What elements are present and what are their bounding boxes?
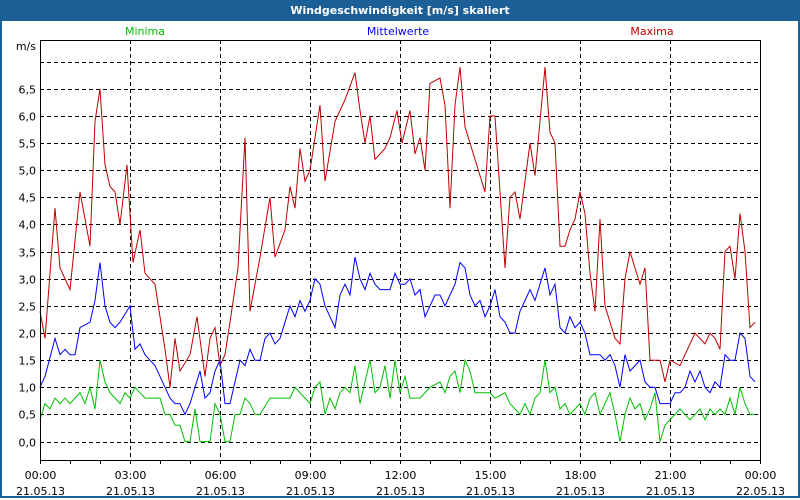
y-tick-label: 0,0 <box>19 437 37 450</box>
y-tick-label: 3,5 <box>19 247 37 260</box>
x-tick-time: 00:00 <box>25 469 57 482</box>
x-tick-date: 21.05.13 <box>466 485 515 498</box>
plot-frame <box>40 40 761 461</box>
y-tick-label: 6,5 <box>19 84 37 97</box>
y-tick-label: 4,0 <box>19 219 37 232</box>
y-tick-label: 5,5 <box>19 138 37 151</box>
x-tick-time: 00:00 <box>745 469 777 482</box>
x-tick-date: 22.05.13 <box>736 485 785 498</box>
series-line-minima <box>39 358 755 443</box>
y-tick-label: 1,0 <box>19 382 37 395</box>
y-tick-label: 2,0 <box>19 328 37 341</box>
legend-minima: Minima <box>125 25 165 38</box>
x-tick-time: 06:00 <box>205 469 237 482</box>
x-tick-time: 03:00 <box>115 469 147 482</box>
x-tick-date: 21.05.13 <box>16 485 65 498</box>
y-tick-label: 6,0 <box>19 111 37 124</box>
x-tick-time: 21:00 <box>655 469 687 482</box>
x-tick-time: 18:00 <box>565 469 597 482</box>
series-line-mittelwerte <box>39 256 756 416</box>
window-title: Windgeschwindigkeit [m/s] skaliert <box>0 0 800 21</box>
legend-mittelwerte: Mittelwerte <box>367 25 430 38</box>
y-tick-label: 5,0 <box>19 165 37 178</box>
x-tick-date: 21.05.13 <box>286 485 335 498</box>
y-tick-label: 4,5 <box>19 192 37 205</box>
legend-maxima: Maxima <box>630 25 673 38</box>
x-tick-time: 12:00 <box>385 469 417 482</box>
x-tick-date: 21.05.13 <box>556 485 605 498</box>
y-tick-label: 2,5 <box>19 301 37 314</box>
x-tick-date: 21.05.13 <box>196 485 245 498</box>
series-line-maxima <box>39 67 756 388</box>
x-tick-date: 21.05.13 <box>106 485 155 498</box>
x-tick-time: 15:00 <box>475 469 507 482</box>
x-tick-time: 09:00 <box>295 469 327 482</box>
y-axis-label: m/s <box>16 40 36 53</box>
y-tick-label: 0,5 <box>19 409 37 422</box>
y-tick-label: 3,0 <box>19 274 37 287</box>
y-tick-label: 1,5 <box>19 355 37 368</box>
x-tick-date: 21.05.13 <box>376 485 425 498</box>
x-tick-date: 21.05.13 <box>646 485 695 498</box>
